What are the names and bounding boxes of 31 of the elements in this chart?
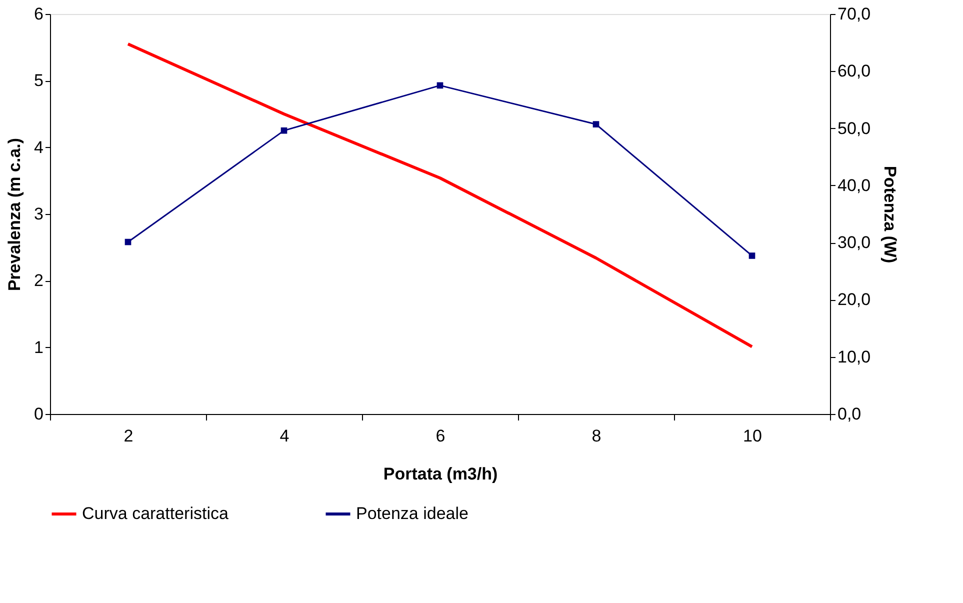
y-tick-label: 0 — [34, 404, 44, 424]
legend-label: Curva caratteristica — [82, 504, 229, 523]
y2-tick-label: 40,0 — [838, 176, 871, 195]
y2-tick-label: 20,0 — [838, 290, 871, 310]
y2-tick-label: 30,0 — [838, 233, 871, 252]
point — [436, 82, 444, 89]
point — [592, 121, 600, 128]
y-tick-label: 1 — [34, 338, 44, 357]
y-tick-label: 3 — [34, 204, 44, 224]
y-tick-label: 6 — [34, 4, 44, 24]
point — [280, 127, 288, 134]
y2-tick-label: 50,0 — [838, 118, 871, 138]
y2-tick-label: 0,0 — [838, 404, 862, 424]
y2-axis-title: Potenza (W) — [880, 166, 900, 264]
x-tick-label: 4 — [280, 426, 290, 446]
point — [124, 238, 132, 246]
line-series — [126, 42, 754, 348]
x-tick-label: 6 — [436, 426, 446, 446]
point — [748, 252, 756, 259]
y-tick-label: 5 — [34, 71, 44, 90]
x-tick-label: 2 — [124, 426, 134, 446]
y-tick-label: 4 — [34, 138, 44, 157]
y-axis-title: Prevalenza (m c.a.) — [5, 138, 24, 292]
x-tick-label: 10 — [743, 426, 762, 446]
x-axis-title: Portata (m3/h) — [383, 464, 498, 484]
legend-label: Potenza ideale — [356, 504, 468, 523]
x-tick-label: 8 — [592, 426, 602, 446]
y2-tick-label: 60,0 — [838, 62, 871, 81]
y2-tick-label: 10,0 — [838, 347, 871, 366]
y2-tick-label: 70,0 — [838, 4, 871, 24]
y-tick-label: 2 — [34, 271, 44, 290]
